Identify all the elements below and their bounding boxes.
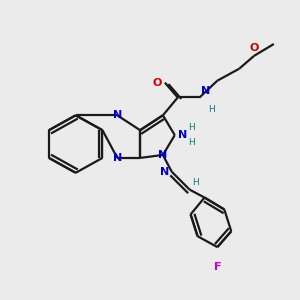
- Text: H: H: [188, 123, 195, 132]
- Text: F: F: [214, 262, 221, 272]
- Text: N: N: [160, 167, 169, 177]
- Text: H: H: [208, 105, 215, 114]
- Text: H: H: [188, 138, 195, 147]
- Text: H: H: [193, 178, 200, 187]
- Text: O: O: [152, 78, 162, 88]
- Text: O: O: [249, 43, 259, 53]
- Text: N: N: [113, 153, 122, 163]
- Text: N: N: [113, 110, 122, 120]
- Text: N: N: [201, 86, 210, 96]
- Text: N: N: [178, 130, 187, 140]
- Text: N: N: [158, 150, 167, 160]
